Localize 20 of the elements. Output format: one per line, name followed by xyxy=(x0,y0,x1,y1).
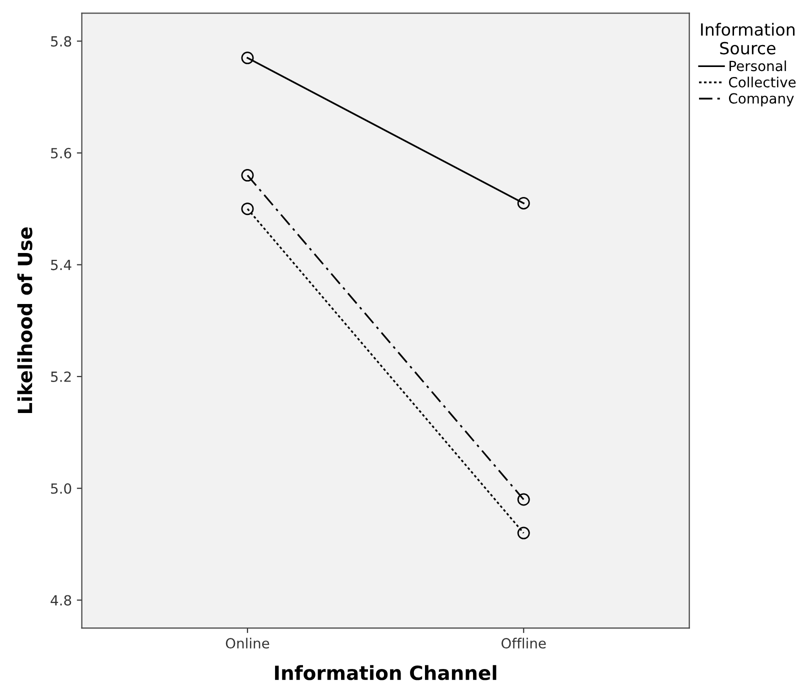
x-tick-label: Online xyxy=(226,638,270,649)
y-axis-title: Likelihood of Use xyxy=(17,227,32,414)
point xyxy=(517,196,530,210)
y-tick-label: 4.8 xyxy=(50,595,72,606)
x-tick-label: Offline xyxy=(502,638,546,649)
y-tick-label: 5.4 xyxy=(51,260,72,270)
y-tick-label: 5.0 xyxy=(51,483,72,494)
y-tick-label: 5.2 xyxy=(51,371,71,382)
point xyxy=(241,52,254,64)
y-tick-label: 5.6 xyxy=(51,148,72,158)
legend-label: Company xyxy=(728,93,794,106)
y-tick-label: 5.8 xyxy=(51,36,72,47)
point xyxy=(517,493,530,506)
point xyxy=(241,202,254,216)
point xyxy=(517,526,530,540)
point xyxy=(241,169,254,182)
legend-label: Collective xyxy=(728,76,796,88)
x-axis-title: Information Channel xyxy=(275,665,496,680)
legend-label: Personal xyxy=(730,60,786,72)
legend-title: Information Source xyxy=(701,22,795,54)
